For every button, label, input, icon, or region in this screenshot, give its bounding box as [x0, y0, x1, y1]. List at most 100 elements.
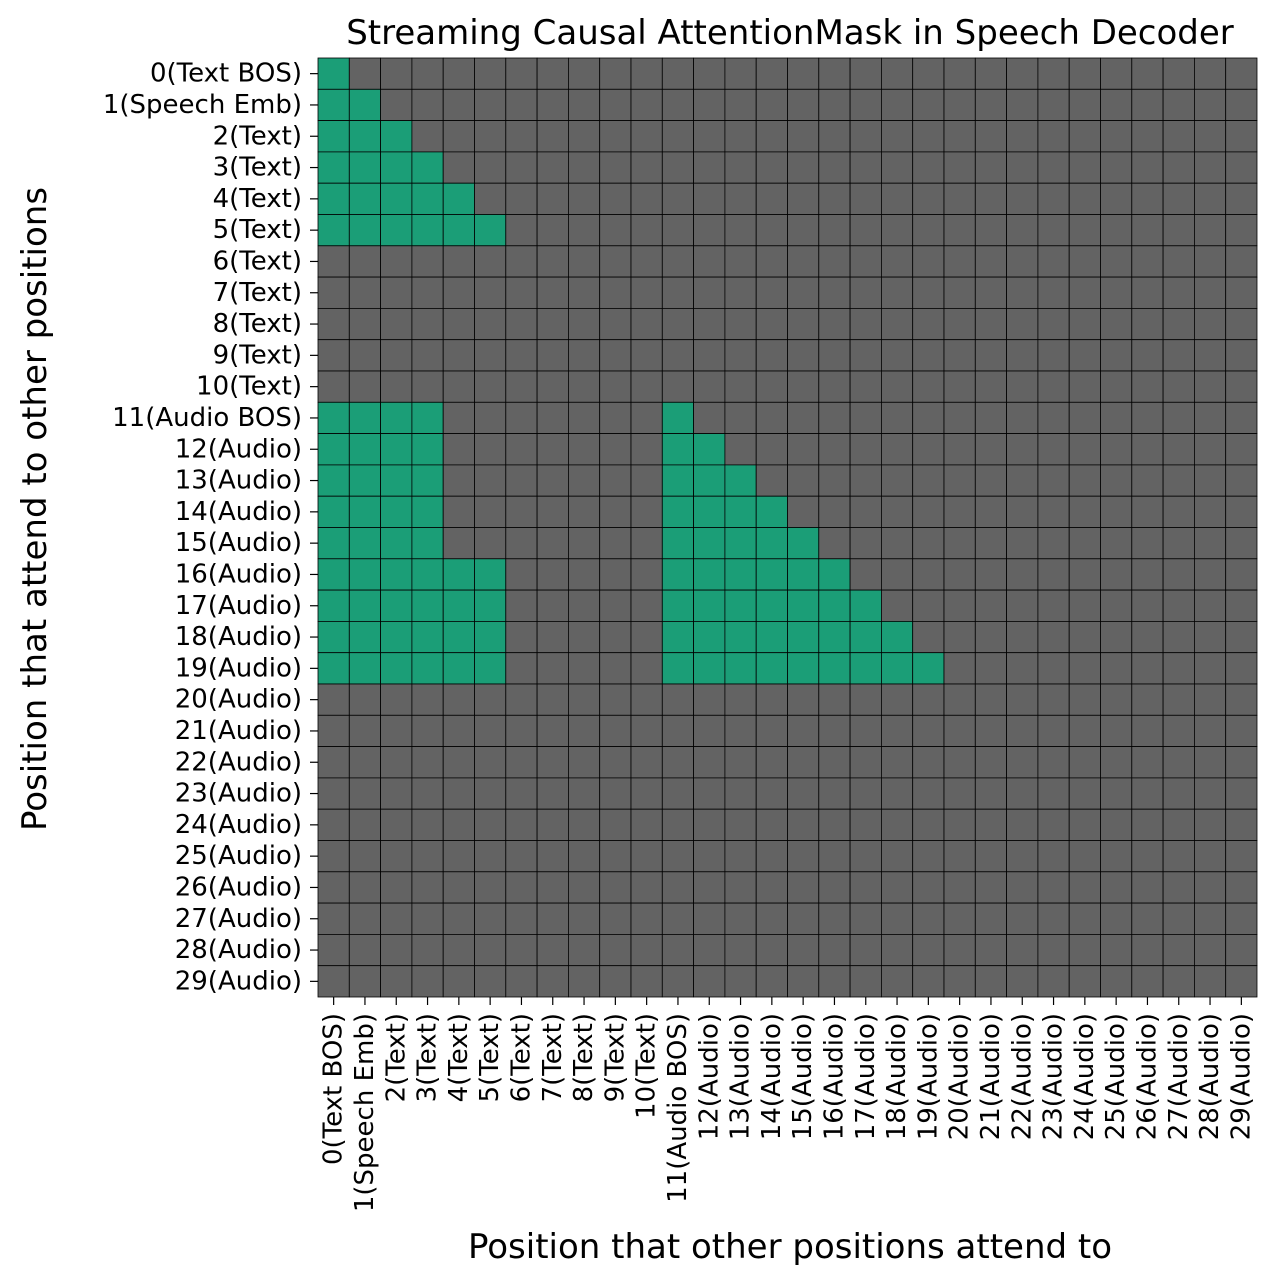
heatmap-cell-r13-c8: [568, 464, 601, 497]
column-tick-label: 14(Audio): [757, 1013, 787, 1140]
heatmap-cell-r24-c1: [348, 808, 381, 841]
heatmap-cell-r19-c26: [1131, 652, 1164, 685]
heatmap-cell-r16-c2: [380, 558, 413, 591]
row-tick-label: 9(Text): [213, 340, 302, 370]
heatmap-cell-r14-c15: [787, 495, 820, 528]
heatmap-cell-r22-c0: [317, 746, 350, 779]
heatmap-cell-r12-c23: [1037, 433, 1070, 466]
heatmap-cell-r20-c0: [317, 683, 350, 716]
heatmap-cell-r11-c28: [1194, 401, 1227, 434]
heatmap-cell-r1-c22: [1006, 88, 1039, 122]
heatmap-cell-r29-c7: [536, 965, 569, 998]
heatmap-cell-r18-c23: [1037, 621, 1070, 654]
heatmap-cell-r14-c23: [1037, 495, 1070, 528]
row-tick-label: 6(Text): [213, 246, 302, 276]
heatmap-cell-r14-c20: [943, 495, 976, 528]
heatmap-cell-r9-c8: [568, 339, 601, 372]
heatmap-cell-r4-c19: [912, 182, 945, 215]
heatmap-cell-r19-c12: [693, 652, 726, 685]
heatmap-cell-r17-c26: [1131, 589, 1164, 622]
heatmap-cell-r20-c19: [912, 683, 945, 716]
heatmap-cell-r6-c13: [724, 245, 757, 278]
heatmap-cell-r8-c16: [818, 307, 851, 341]
heatmap-cell-r9-c6: [505, 339, 538, 372]
heatmap-cell-r8-c4: [442, 307, 475, 341]
heatmap-cell-r17-c4: [442, 589, 475, 622]
heatmap-cell-r2-c26: [1131, 120, 1164, 153]
row-tick-label: 2(Text): [213, 121, 302, 151]
heatmap-cell-r26-c4: [442, 871, 475, 904]
heatmap-cell-r21-c29: [1225, 714, 1258, 747]
heatmap-cell-r7-c23: [1037, 276, 1070, 309]
heatmap-cell-r22-c5: [474, 746, 507, 779]
heatmap-cell-r13-c21: [974, 464, 1007, 497]
heatmap-cell-r7-c8: [568, 276, 601, 309]
heatmap-cell-r6-c7: [536, 245, 569, 278]
heatmap-cell-r9-c9: [599, 339, 632, 372]
heatmap-cell-r10-c17: [849, 370, 882, 403]
heatmap-cell-r22-c8: [568, 746, 601, 779]
heatmap-cell-r20-c4: [442, 683, 475, 716]
heatmap-cell-r12-c7: [536, 433, 569, 466]
heatmap-cell-r24-c5: [474, 808, 507, 841]
column-tick-label: 29(Audio): [1226, 1013, 1256, 1140]
heatmap-cell-r20-c6: [505, 683, 538, 716]
heatmap-cell-r27-c28: [1194, 902, 1227, 935]
heatmap-cell-r7-c17: [849, 276, 882, 309]
heatmap-cell-r22-c11: [661, 746, 694, 779]
heatmap-cell-r19-c28: [1194, 652, 1227, 685]
heatmap-cells: [317, 57, 1258, 998]
row-tick-label: 1(Speech Emb): [103, 90, 302, 120]
heatmap-cell-r14-c16: [818, 495, 851, 528]
heatmap-cell-r24-c4: [442, 808, 475, 841]
heatmap-cell-r20-c13: [724, 683, 757, 716]
heatmap-cell-r17-c12: [693, 589, 726, 622]
heatmap-cell-r3-c3: [411, 151, 444, 184]
heatmap-cell-r2-c13: [724, 120, 757, 153]
heatmap-cell-r14-c5: [474, 495, 507, 528]
heatmap-cell-r16-c15: [787, 558, 820, 591]
column-tick-label: 19(Audio): [913, 1013, 943, 1140]
heatmap-cell-r21-c3: [411, 714, 444, 747]
heatmap-cell-r21-c11: [661, 714, 694, 747]
row-tick-label: 22(Audio): [175, 747, 302, 777]
heatmap-cell-r11-c11: [661, 401, 694, 434]
heatmap-cell-r17-c29: [1225, 589, 1258, 622]
heatmap-cell-r9-c27: [1162, 339, 1195, 372]
heatmap-cell-r2-c7: [536, 120, 569, 153]
heatmap-cell-r26-c20: [943, 871, 976, 904]
heatmap-cell-r21-c13: [724, 714, 757, 747]
heatmap-cell-r0-c26: [1131, 57, 1164, 90]
heatmap-cell-r24-c29: [1225, 808, 1258, 841]
heatmap-cell-r13-c22: [1006, 464, 1039, 497]
heatmap-cell-r7-c12: [693, 276, 726, 309]
heatmap-cell-r20-c11: [661, 683, 694, 716]
heatmap-cell-r24-c17: [849, 808, 882, 841]
heatmap-cell-r8-c20: [943, 307, 976, 341]
heatmap-cell-r17-c10: [630, 589, 663, 622]
heatmap-cell-r25-c25: [1100, 840, 1133, 873]
heatmap-cell-r15-c25: [1100, 527, 1133, 560]
heatmap-cell-r24-c11: [661, 808, 694, 841]
heatmap-cell-r19-c10: [630, 652, 663, 685]
heatmap-cell-r27-c27: [1162, 902, 1195, 935]
heatmap-cell-r10-c25: [1100, 370, 1133, 403]
heatmap-cell-r5-c21: [974, 214, 1007, 247]
heatmap-cell-r10-c8: [568, 370, 601, 403]
heatmap-cell-r24-c21: [974, 808, 1007, 841]
heatmap-cell-r12-c29: [1225, 433, 1258, 466]
column-tick-label: 3(Text): [413, 1013, 443, 1102]
heatmap-cell-r19-c2: [380, 652, 413, 685]
heatmap-cell-r12-c6: [505, 433, 538, 466]
heatmap-cell-r16-c29: [1225, 558, 1258, 591]
heatmap-cell-r29-c4: [442, 965, 475, 998]
column-tick-label: 11(Audio BOS): [663, 1013, 693, 1203]
heatmap-cell-r22-c23: [1037, 746, 1070, 779]
heatmap-cell-r1-c18: [881, 88, 914, 122]
heatmap-cell-r2-c19: [912, 120, 945, 153]
heatmap-cell-r7-c1: [348, 276, 381, 309]
heatmap-cell-r29-c25: [1100, 965, 1133, 998]
heatmap-cell-r14-c11: [661, 495, 694, 528]
heatmap-cell-r3-c7: [536, 151, 569, 184]
row-tick-label: 0(Text BOS): [150, 59, 302, 89]
